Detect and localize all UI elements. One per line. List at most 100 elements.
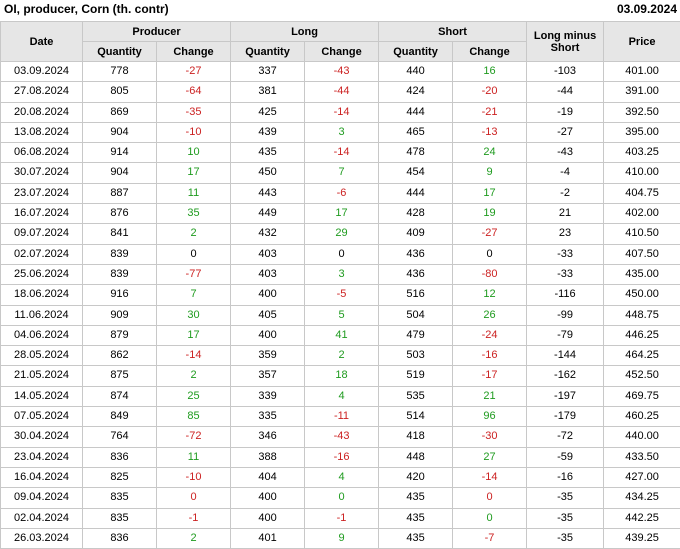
producer-quantity-cell: 909 — [83, 305, 157, 325]
date-cell: 06.08.2024 — [1, 143, 83, 163]
producer-change-cell: -10 — [157, 467, 231, 487]
long-change-cell: -43 — [305, 62, 379, 82]
long-minus-short-cell: -43 — [527, 143, 604, 163]
producer-change-cell: 0 — [157, 488, 231, 508]
date-cell: 09.07.2024 — [1, 224, 83, 244]
long-minus-short-cell: -2 — [527, 183, 604, 203]
long-change-cell: 29 — [305, 224, 379, 244]
short-quantity-cell: 479 — [379, 325, 453, 345]
long-quantity-cell: 401 — [231, 528, 305, 548]
producer-change-cell: 30 — [157, 305, 231, 325]
short-change-cell: 26 — [453, 305, 527, 325]
price-cell: 410.50 — [604, 224, 680, 244]
date-cell: 26.03.2024 — [1, 528, 83, 548]
long-change-cell: -1 — [305, 508, 379, 528]
producer-change-cell: 17 — [157, 163, 231, 183]
long-quantity-cell: 388 — [231, 447, 305, 467]
short-change-cell: 9 — [453, 163, 527, 183]
price-cell: 439.25 — [604, 528, 680, 548]
producer-quantity-cell: 904 — [83, 163, 157, 183]
long-change-cell: -11 — [305, 407, 379, 427]
long-quantity-cell: 432 — [231, 224, 305, 244]
producer-quantity-cell: 916 — [83, 285, 157, 305]
long-quantity-cell: 404 — [231, 467, 305, 487]
short-quantity-cell: 440 — [379, 62, 453, 82]
long-minus-short-cell: -162 — [527, 366, 604, 386]
long-quantity-cell: 403 — [231, 244, 305, 264]
short-change-cell: 21 — [453, 386, 527, 406]
long-change-cell: 2 — [305, 346, 379, 366]
producer-change-cell: -14 — [157, 346, 231, 366]
short-quantity-cell: 504 — [379, 305, 453, 325]
producer-quantity-cell: 805 — [83, 82, 157, 102]
short-change-cell: 27 — [453, 447, 527, 467]
table-header: Date Producer Long Short Long minus Shor… — [1, 22, 680, 62]
long-minus-short-cell: -19 — [527, 102, 604, 122]
long-minus-short-cell: -44 — [527, 82, 604, 102]
long-minus-short-cell: -4 — [527, 163, 604, 183]
long-change-cell: 9 — [305, 528, 379, 548]
producer-change-cell: 2 — [157, 224, 231, 244]
long-minus-short-cell: -179 — [527, 407, 604, 427]
long-minus-short-cell: -99 — [527, 305, 604, 325]
producer-change-cell: 2 — [157, 366, 231, 386]
report-date: 03.09.2024 — [617, 2, 677, 16]
date-cell: 02.04.2024 — [1, 508, 83, 528]
title-bar: OI, producer, Corn (th. contr) 03.09.202… — [0, 0, 680, 21]
short-change-cell: 12 — [453, 285, 527, 305]
price-cell: 402.00 — [604, 204, 680, 224]
price-cell: 433.50 — [604, 447, 680, 467]
long-quantity-cell: 337 — [231, 62, 305, 82]
producer-change-cell: -10 — [157, 122, 231, 142]
date-cell: 27.08.2024 — [1, 82, 83, 102]
producer-change-cell: 2 — [157, 528, 231, 548]
price-cell: 446.25 — [604, 325, 680, 345]
producer-quantity-cell: 862 — [83, 346, 157, 366]
date-cell: 23.04.2024 — [1, 447, 83, 467]
long-change-cell: 41 — [305, 325, 379, 345]
short-change-cell: 17 — [453, 183, 527, 203]
short-change-cell: -30 — [453, 427, 527, 447]
col-header-long-minus-short: Long minus Short — [527, 22, 604, 62]
producer-change-cell: 11 — [157, 447, 231, 467]
date-cell: 20.08.2024 — [1, 102, 83, 122]
short-change-cell: -80 — [453, 264, 527, 284]
long-quantity-cell: 439 — [231, 122, 305, 142]
long-quantity-cell: 443 — [231, 183, 305, 203]
price-cell: 434.25 — [604, 488, 680, 508]
long-quantity-cell: 335 — [231, 407, 305, 427]
price-cell: 395.00 — [604, 122, 680, 142]
date-cell: 16.04.2024 — [1, 467, 83, 487]
short-quantity-cell: 444 — [379, 102, 453, 122]
date-cell: 02.07.2024 — [1, 244, 83, 264]
long-change-cell: 0 — [305, 244, 379, 264]
long-change-cell: 4 — [305, 467, 379, 487]
short-quantity-cell: 409 — [379, 224, 453, 244]
price-cell: 440.00 — [604, 427, 680, 447]
date-cell: 09.04.2024 — [1, 488, 83, 508]
long-quantity-cell: 357 — [231, 366, 305, 386]
long-quantity-cell: 400 — [231, 508, 305, 528]
short-change-cell: 16 — [453, 62, 527, 82]
price-cell: 435.00 — [604, 264, 680, 284]
short-quantity-cell: 420 — [379, 467, 453, 487]
col-header-producer: Producer — [83, 22, 231, 42]
long-quantity-cell: 435 — [231, 143, 305, 163]
long-minus-short-cell: -16 — [527, 467, 604, 487]
long-change-cell: -14 — [305, 143, 379, 163]
producer-change-cell: -1 — [157, 508, 231, 528]
short-quantity-cell: 478 — [379, 143, 453, 163]
col-header-short-quantity: Quantity — [379, 42, 453, 62]
long-quantity-cell: 400 — [231, 488, 305, 508]
date-cell: 28.05.2024 — [1, 346, 83, 366]
long-quantity-cell: 339 — [231, 386, 305, 406]
col-header-producer-change: Change — [157, 42, 231, 62]
